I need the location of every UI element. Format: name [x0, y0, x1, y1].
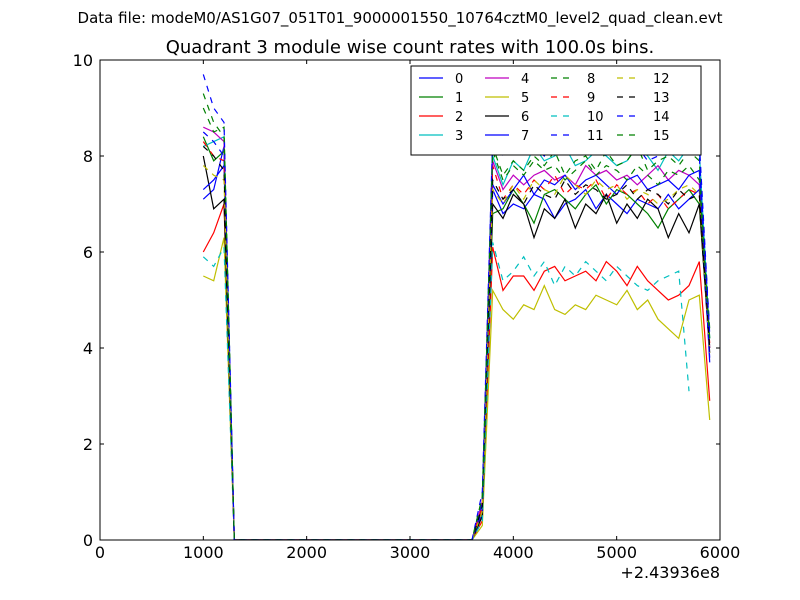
legend-box	[410, 65, 702, 156]
legend-label-5: 5	[521, 91, 529, 106]
x-tick-label: 3000	[390, 543, 431, 562]
series-line-7	[202, 163, 711, 540]
series-line-4	[203, 126, 711, 540]
x-tick-label: 0	[95, 543, 105, 562]
series-layer	[202, 74, 711, 540]
legend-label-7: 7	[521, 129, 529, 144]
series-line-5	[203, 237, 711, 540]
legend-label-13: 13	[653, 91, 670, 106]
y-tick-label: 6	[83, 243, 93, 262]
series-line-6	[202, 155, 711, 540]
y-tick-label: 0	[83, 531, 93, 550]
series-line-0	[202, 146, 711, 540]
legend-label-6: 6	[521, 110, 529, 125]
legend-label-12: 12	[653, 72, 670, 87]
x-tick-label: 5000	[596, 543, 637, 562]
series-line-8	[202, 107, 711, 540]
series-line-12	[202, 165, 711, 540]
legend-label-2: 2	[455, 110, 463, 125]
chart-title: Quadrant 3 module wise count rates with …	[166, 37, 655, 58]
series-line-3	[203, 135, 711, 540]
x-offset-label: +2.43936e8	[620, 563, 720, 582]
legend-label-4: 4	[521, 72, 529, 87]
legend-label-15: 15	[653, 129, 670, 144]
legend-label-9: 9	[587, 91, 595, 106]
legend-label-0: 0	[455, 72, 463, 87]
legend-label-8: 8	[587, 72, 595, 87]
series-line-11	[202, 121, 711, 540]
x-tick-label: 1000	[183, 543, 224, 562]
series-line-10	[202, 242, 690, 540]
legend-label-11: 11	[587, 129, 604, 144]
figure-suptitle: Data file: modeM0/AS1G07_051T01_90000015…	[77, 9, 723, 27]
y-tick-label: 10	[73, 51, 93, 70]
legend-label-3: 3	[455, 129, 463, 144]
x-tick-label: 2000	[286, 543, 327, 562]
series-line-2	[202, 203, 711, 540]
series-line-9	[202, 141, 711, 540]
series-line-13	[202, 145, 711, 540]
y-tick-label: 4	[83, 339, 93, 358]
y-tick-label: 8	[83, 147, 93, 166]
y-tick-label: 2	[83, 435, 93, 454]
x-tick-label: 4000	[493, 543, 534, 562]
legend-label-14: 14	[653, 110, 670, 125]
legend-label-1: 1	[455, 91, 463, 106]
series-line-15	[202, 93, 711, 540]
series-line-1	[202, 136, 711, 540]
x-tick-label: 6000	[700, 543, 741, 562]
legend-label-10: 10	[587, 110, 604, 125]
